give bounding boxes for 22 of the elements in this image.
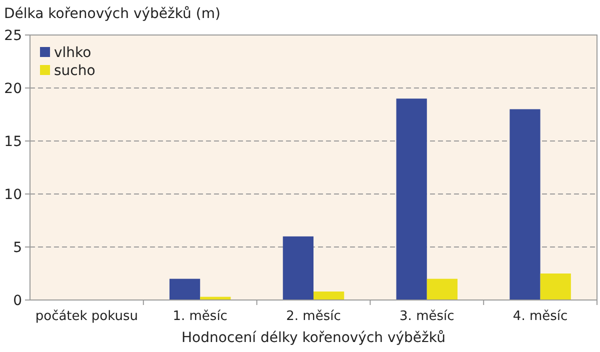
x-tick-label: počátek pokusu (35, 309, 138, 324)
bar (396, 98, 427, 300)
y-tick-label: 15 (4, 134, 22, 150)
bar (314, 292, 344, 300)
x-tick-label: 2. měsíc (286, 309, 341, 324)
bar (510, 109, 540, 300)
y-tick-label: 5 (13, 240, 22, 256)
x-axis-title: Hodnocení délky kořenových výběžků (182, 330, 446, 346)
y-axis-title: Délka kořenových výběžků (m) (4, 6, 220, 22)
y-tick-label: 25 (4, 28, 22, 44)
bar (169, 278, 200, 300)
x-tick-label: 1. měsíc (172, 309, 228, 324)
y-tick-label: 10 (4, 187, 22, 203)
y-tick-label: 20 (4, 81, 22, 97)
y-tick-label: 0 (13, 293, 22, 309)
legend-label: sucho (54, 63, 96, 79)
bar (540, 274, 571, 300)
legend-label: vlhko (54, 45, 92, 61)
x-tick-label: 4. měsíc (512, 309, 568, 324)
x-tick-label: 3. měsíc (400, 309, 454, 324)
bar (282, 236, 314, 300)
bar (426, 278, 458, 300)
